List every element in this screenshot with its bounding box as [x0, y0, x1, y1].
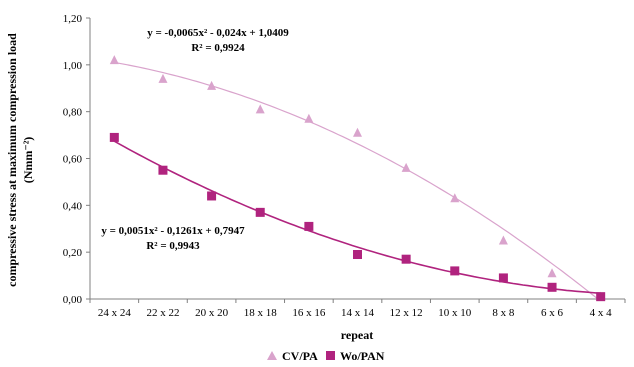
y-tick-label: 0,00	[63, 294, 83, 306]
y-tick-label: 0,60	[63, 154, 83, 166]
data-point-wo-pan	[255, 207, 265, 217]
data-point-wo-pan	[596, 292, 606, 302]
marker-group	[109, 55, 606, 302]
y-tick-group: 0,00 0,20 0,40 0,60 0,80 1,00 1,20	[63, 13, 90, 306]
plot-area: 0,00 0,20 0,40 0,60 0,80 1,00 1,20 24 x 24 22 x…	[63, 13, 626, 319]
data-point-cv-pa	[450, 193, 460, 203]
data-point-wo-pan	[547, 282, 557, 292]
x-tick-label: 8 x 8	[492, 307, 515, 319]
data-point-wo-pan	[353, 250, 362, 260]
trendline-group	[113, 61, 601, 300]
data-point-cv-pa	[304, 113, 314, 123]
x-tick-label: 4 x 4	[590, 307, 613, 319]
x-tick-label: 6 x 6	[541, 307, 564, 319]
data-point-wo-pan	[498, 273, 508, 283]
y-tick-label: 1,20	[63, 13, 83, 25]
legend: CV/PA Wo/PAN	[267, 349, 385, 363]
y-axis-title: compressive stress at maximum compressio…	[5, 33, 19, 287]
y-tick-label: 0,20	[63, 247, 83, 259]
data-point-wo-pan	[450, 266, 460, 276]
legend-item-cv-pa: CV/PA	[267, 349, 318, 363]
equation-wo-pan: y = 0,0051x² - 0,1261x + 0,7947 R² = 0,9…	[101, 225, 245, 252]
data-point-cv-pa	[353, 127, 362, 137]
y-tick-label: 0,80	[63, 107, 83, 119]
x-tick-label: 18 x 18	[244, 307, 278, 319]
y-tick-label: 1,00	[63, 60, 83, 72]
x-tick-label: 24 x 24	[98, 307, 132, 319]
trendline-cv-pa	[114, 61, 601, 300]
x-tick-label: 16 x 16	[292, 307, 326, 319]
data-point-cv-pa	[401, 162, 411, 172]
legend-square-marker	[326, 351, 335, 360]
data-point-cv-pa	[207, 80, 217, 90]
x-tick-label: 10 x 10	[438, 307, 472, 319]
data-point-cv-pa	[255, 104, 265, 114]
equation-cv-pa-r2: R² = 0,9924	[191, 42, 245, 54]
legend-label-cv-pa: CV/PA	[282, 349, 318, 363]
trendline-wo-pan	[113, 140, 601, 294]
data-point-cv-pa	[109, 55, 119, 65]
y-tick-label: 0,40	[63, 200, 83, 212]
y-axis-unit: (Nmm⁻²)	[21, 137, 35, 184]
data-point-wo-pan	[304, 221, 314, 231]
x-tick-label: 20 x 20	[195, 307, 229, 319]
data-point-cv-pa	[158, 73, 168, 83]
x-tick-label: 14 x 14	[341, 307, 375, 319]
data-point-wo-pan	[401, 254, 411, 264]
x-tick-label: 12 x 12	[390, 307, 423, 319]
legend-item-wo-pan: Wo/PAN	[326, 349, 385, 363]
equation-wo-pan-formula: y = 0,0051x² - 0,1261x + 0,7947	[101, 225, 245, 237]
equation-cv-pa: y = -0,0065x² - 0,024x + 1,0409 R² = 0,9…	[147, 27, 289, 54]
x-axis-title: repeat	[341, 328, 373, 342]
data-point-cv-pa	[498, 235, 508, 245]
legend-label-wo-pan: Wo/PAN	[340, 349, 385, 363]
legend-triangle-marker	[267, 351, 277, 360]
data-point-wo-pan	[109, 132, 119, 142]
x-tick-label: 22 x 22	[146, 307, 179, 319]
data-point-wo-pan	[207, 191, 217, 201]
equation-wo-pan-r2: R² = 0,9943	[146, 240, 200, 252]
equation-cv-pa-formula: y = -0,0065x² - 0,024x + 1,0409	[147, 27, 289, 39]
data-point-cv-pa	[547, 268, 557, 278]
data-point-wo-pan	[158, 165, 168, 175]
x-tick-group: 24 x 24 22 x 22 20 x 20 18 x 18 16 x 16 14 x …	[89, 299, 626, 319]
